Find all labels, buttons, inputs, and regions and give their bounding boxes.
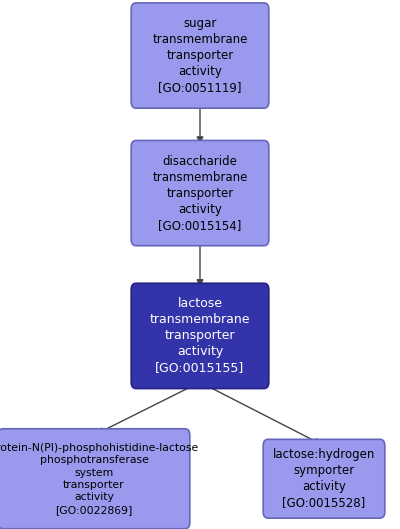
FancyBboxPatch shape: [131, 3, 269, 108]
Text: lactose:hydrogen
symporter
activity
[GO:0015528]: lactose:hydrogen symporter activity [GO:…: [273, 448, 375, 509]
FancyBboxPatch shape: [0, 428, 190, 529]
FancyBboxPatch shape: [131, 284, 269, 388]
Text: disaccharide
transmembrane
transporter
activity
[GO:0015154]: disaccharide transmembrane transporter a…: [152, 154, 248, 232]
Text: protein-N(PI)-phosphohistidine-lactose
phosphotransferase
system
transporter
act: protein-N(PI)-phosphohistidine-lactose p…: [0, 443, 199, 515]
Text: lactose
transmembrane
transporter
activity
[GO:0015155]: lactose transmembrane transporter activi…: [150, 297, 250, 375]
FancyBboxPatch shape: [131, 141, 269, 245]
FancyBboxPatch shape: [263, 439, 385, 518]
Text: sugar
transmembrane
transporter
activity
[GO:0051119]: sugar transmembrane transporter activity…: [152, 17, 248, 94]
